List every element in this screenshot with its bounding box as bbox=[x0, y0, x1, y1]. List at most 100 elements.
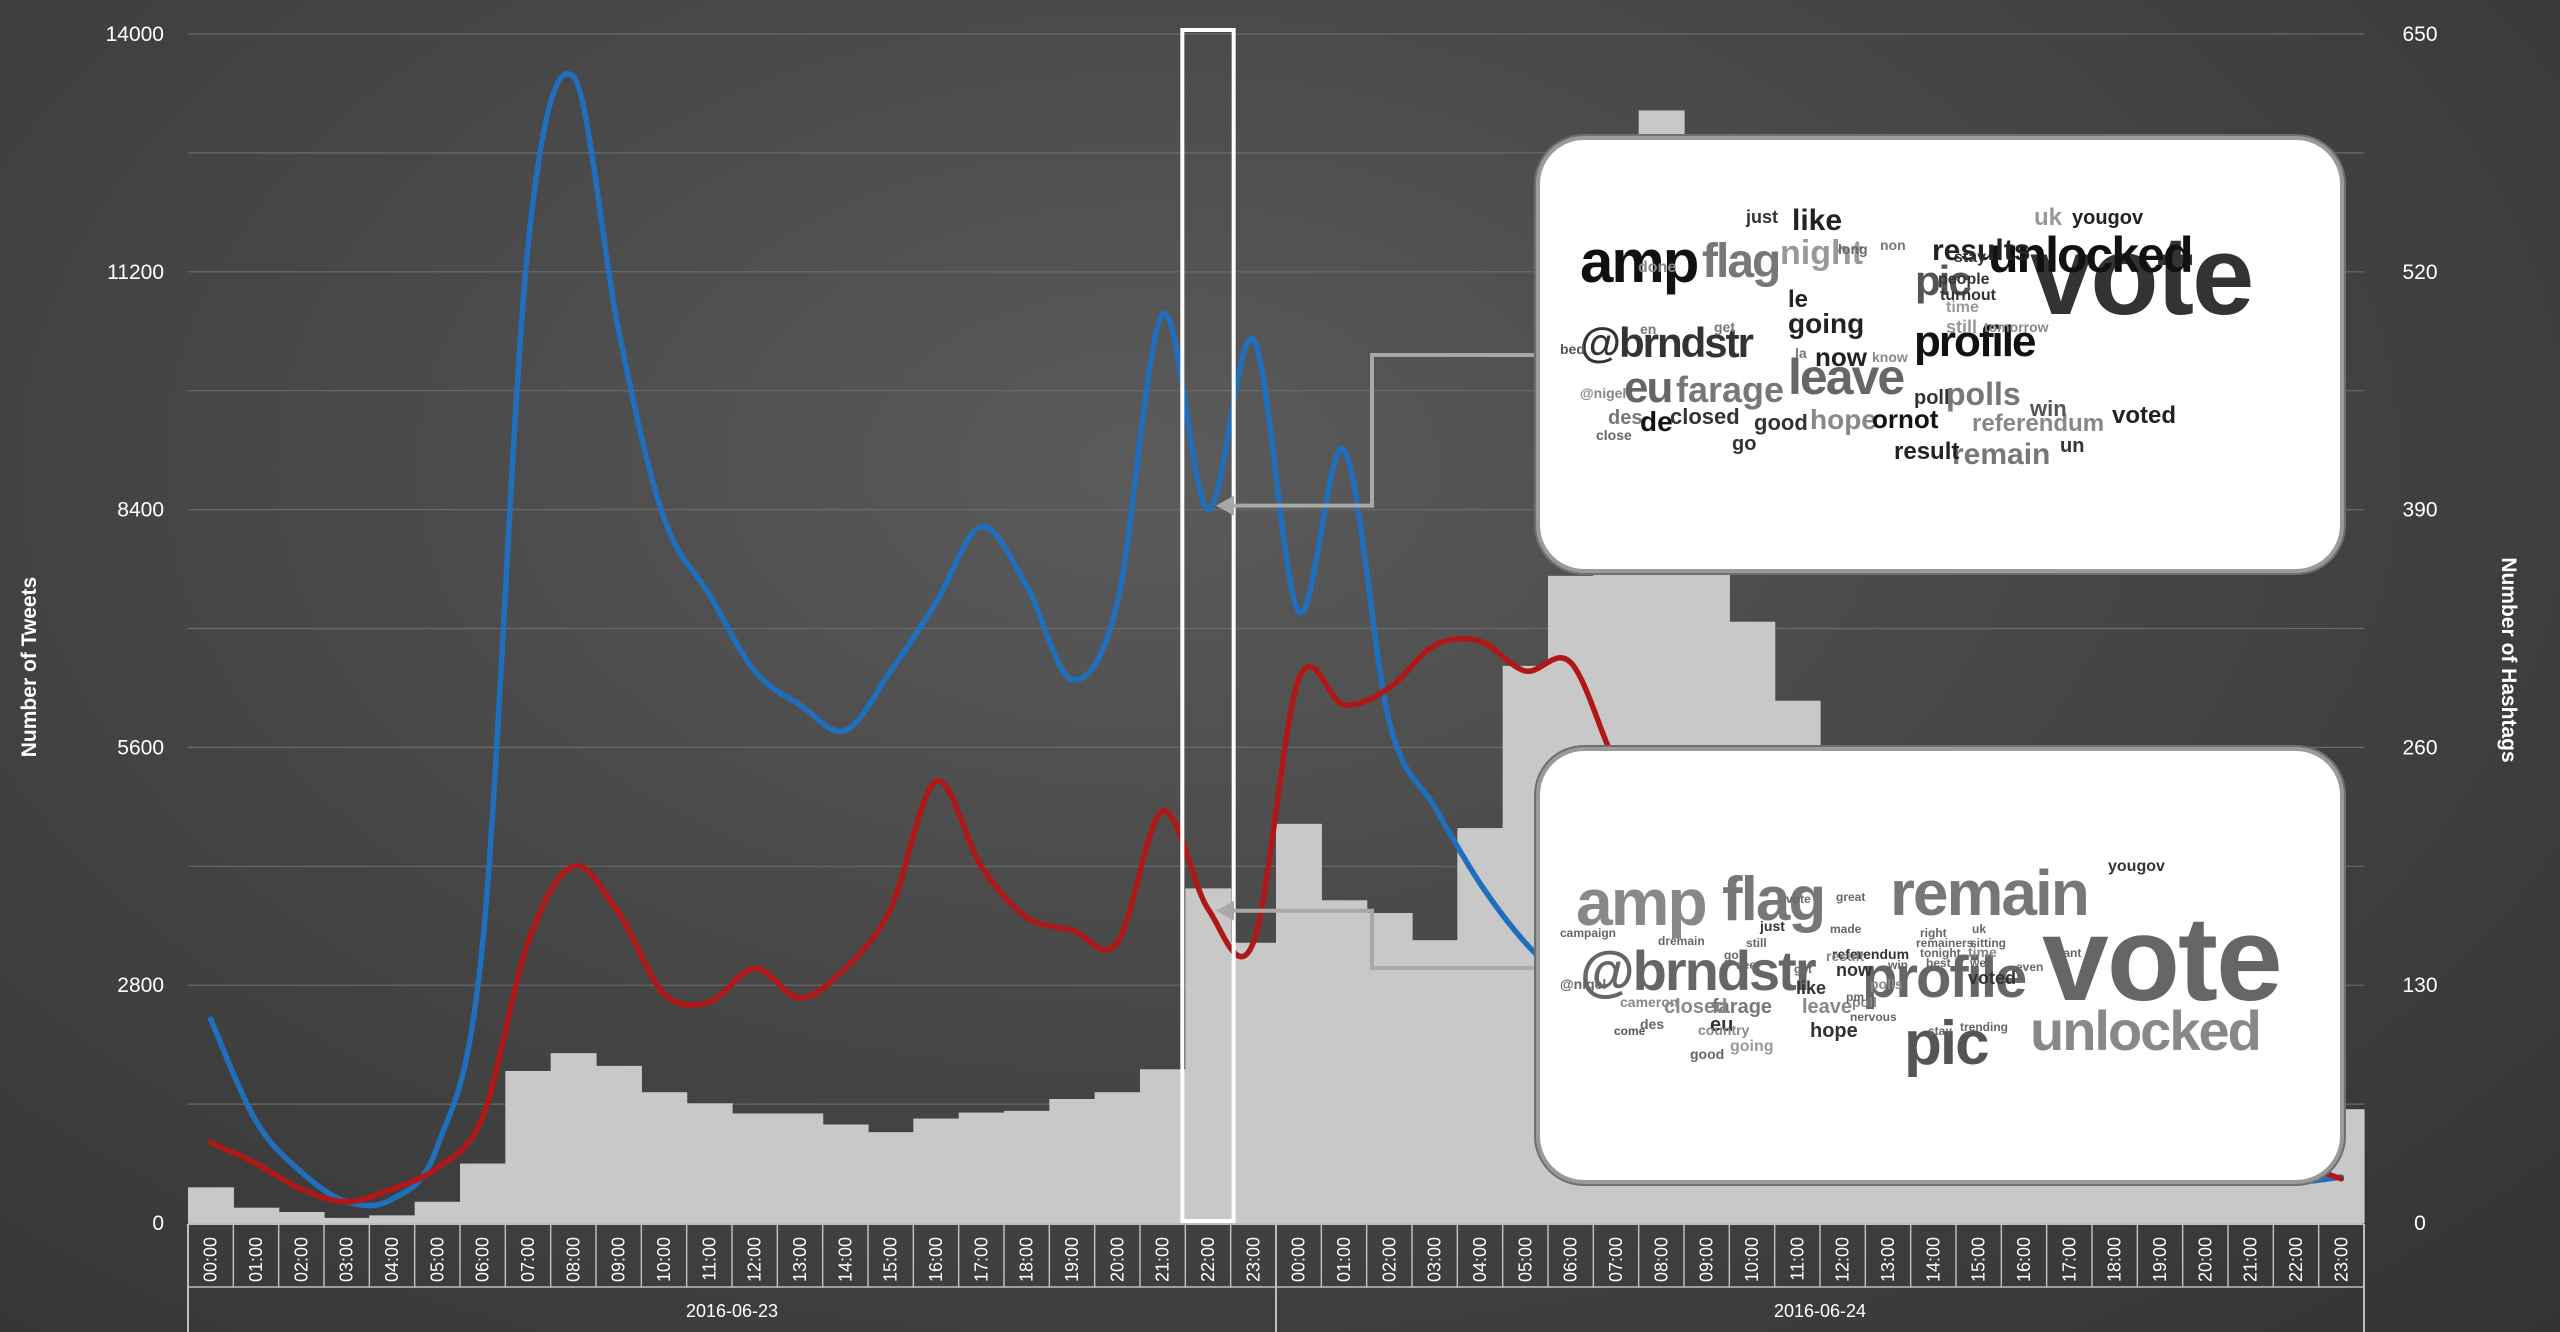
wordcloud-word: tonight bbox=[1920, 946, 1961, 960]
wordcloud-word: results bbox=[1932, 234, 2031, 267]
bar bbox=[460, 1163, 506, 1223]
x-tick-label: 10:00 bbox=[1742, 1237, 1762, 1282]
wordcloud-word: amp bbox=[1576, 865, 1708, 939]
wordcloud-panel-upper: vote amp unlocked @brndstr profile leave eu fla… bbox=[1536, 136, 2344, 573]
wordcloud-word: @brndstr bbox=[1580, 939, 1817, 1002]
wordcloud-word: sitting bbox=[1970, 936, 2006, 950]
bar bbox=[1457, 828, 1504, 1223]
bar bbox=[1185, 888, 1232, 1223]
y-tick-label: 2800 bbox=[117, 974, 164, 997]
wordcloud-word: like bbox=[1792, 204, 1843, 237]
wordcloud-word: leave bbox=[1802, 996, 1853, 1018]
wordcloud-word: win bbox=[1888, 958, 1908, 972]
bar bbox=[1321, 900, 1368, 1223]
wordcloud-word: even bbox=[2016, 960, 2044, 974]
wordcloud-word: night bbox=[1780, 234, 1864, 272]
wordcloud-word: vote bbox=[2030, 213, 2254, 338]
bar bbox=[822, 1124, 869, 1223]
x-tick-label: 21:00 bbox=[1153, 1237, 1173, 1282]
wordcloud-word: @nigel bbox=[1560, 976, 1607, 992]
wordcloud-word: ornot bbox=[1872, 404, 1939, 434]
wordcloud-word: done bbox=[1638, 259, 1677, 276]
bar bbox=[641, 1092, 688, 1223]
x-tick-label: 23:00 bbox=[2331, 1237, 2351, 1282]
wordcloud-word: people bbox=[1938, 271, 1990, 288]
bar bbox=[1366, 913, 1413, 1223]
x-tick-label: 15:00 bbox=[881, 1237, 901, 1282]
wordcloud-word: @nigel bbox=[1580, 385, 1627, 401]
x-tick-label: 09:00 bbox=[1697, 1237, 1717, 1282]
wordcloud-word: profile bbox=[1914, 317, 2036, 366]
x-tick-label: 01:00 bbox=[1334, 1237, 1354, 1282]
wordcloud-word: campaign bbox=[1560, 926, 1617, 940]
x-tick-label: 04:00 bbox=[382, 1237, 402, 1282]
wordcloud-word: dremain bbox=[1658, 934, 1705, 948]
x-tick-label: 07:00 bbox=[518, 1237, 538, 1282]
wordcloud-word: voted bbox=[1968, 968, 2017, 988]
wordcloud-word: pic bbox=[1915, 257, 1972, 304]
x-tick-label: 15:00 bbox=[1969, 1237, 1989, 1282]
bar bbox=[1004, 1110, 1050, 1223]
x-tick-label: 00:00 bbox=[1289, 1237, 1309, 1282]
y2-tick-label: 650 bbox=[2402, 23, 2437, 46]
wordcloud-word: still bbox=[1946, 317, 1978, 337]
x-tick-label: 05:00 bbox=[427, 1237, 447, 1282]
y-axis-right: 0 130 260 390 520 650 bbox=[2402, 23, 2437, 1235]
x-tick-label: 12:00 bbox=[1833, 1237, 1853, 1282]
y2-tick-label: 130 bbox=[2402, 974, 2437, 997]
wordcloud-word: still bbox=[1746, 936, 1767, 950]
wordcloud-word: de bbox=[1640, 406, 1673, 437]
wordcloud-upper-words: vote amp unlocked @brndstr profile leave eu fla… bbox=[1540, 140, 2340, 569]
wordcloud-word: made bbox=[1830, 922, 1862, 936]
wordcloud-word: good bbox=[1754, 410, 1808, 435]
y-tick-label: 0 bbox=[152, 1212, 164, 1235]
wordcloud-word: polls bbox=[1870, 976, 1903, 992]
wordcloud-word: now bbox=[1815, 342, 1867, 372]
wordcloud-word: come bbox=[1614, 1024, 1646, 1038]
connector-upper-arrowhead bbox=[1216, 495, 1234, 516]
wordcloud-word: right bbox=[1920, 926, 1947, 940]
wordcloud-word: uk bbox=[2034, 204, 2063, 231]
wordcloud-word: bed bbox=[1560, 341, 1585, 357]
wordcloud-word: yougov bbox=[2108, 858, 2165, 875]
wordcloud-word: unlocked bbox=[2030, 999, 2262, 1062]
y-axis-left: 0 2800 5600 8400 11200 14000 bbox=[106, 23, 164, 1235]
wordcloud-word: good bbox=[1690, 1046, 1725, 1062]
bar bbox=[369, 1215, 416, 1223]
x-tick-label: 11:00 bbox=[1787, 1237, 1807, 1281]
wordcloud-word: now bbox=[1836, 960, 1872, 980]
x-tick-label: 11:00 bbox=[699, 1237, 719, 1281]
x-tick-label: 20:00 bbox=[2195, 1237, 2215, 1282]
x-tick-label: 06:00 bbox=[1561, 1237, 1581, 1282]
bar bbox=[550, 1053, 597, 1223]
wordcloud-word: closed bbox=[1664, 996, 1728, 1018]
wordcloud-word: just bbox=[1760, 918, 1785, 934]
wordcloud-word: time bbox=[1968, 944, 1997, 960]
x-tick-label: 07:00 bbox=[1606, 1237, 1626, 1282]
wordcloud-word: trending bbox=[1960, 1020, 2008, 1034]
wordcloud-word: des bbox=[1608, 407, 1643, 429]
wordcloud-word: well bbox=[1970, 956, 1993, 970]
bar bbox=[958, 1112, 1005, 1223]
x-tick-label: 14:00 bbox=[1923, 1237, 1943, 1282]
wordcloud-word: closed bbox=[1670, 404, 1740, 429]
bar bbox=[868, 1132, 914, 1223]
x-tick-label: 22:00 bbox=[1198, 1237, 1218, 1282]
y2-tick-label: 520 bbox=[2402, 261, 2437, 284]
wordcloud-word: go bbox=[1732, 433, 1757, 455]
bar bbox=[505, 1070, 552, 1223]
wordcloud-word: great bbox=[1836, 890, 1866, 904]
wordcloud-word: vote bbox=[2042, 892, 2283, 1026]
wordcloud-word: turnout bbox=[1940, 287, 1996, 304]
wordcloud-word: result bbox=[1894, 438, 1960, 465]
wordcloud-word: like bbox=[1796, 978, 1827, 998]
bar bbox=[777, 1113, 824, 1223]
wordcloud-word: nervous bbox=[1850, 1010, 1897, 1024]
wordcloud-word: result bbox=[1826, 948, 1865, 964]
x-tick-label: 19:00 bbox=[2150, 1237, 2170, 1282]
wordcloud-word: close bbox=[1596, 427, 1632, 443]
wordcloud-word: pm bbox=[1846, 990, 1864, 1004]
wordcloud-word: non bbox=[1880, 237, 1906, 253]
x-tick-label: 04:00 bbox=[1470, 1237, 1490, 1282]
